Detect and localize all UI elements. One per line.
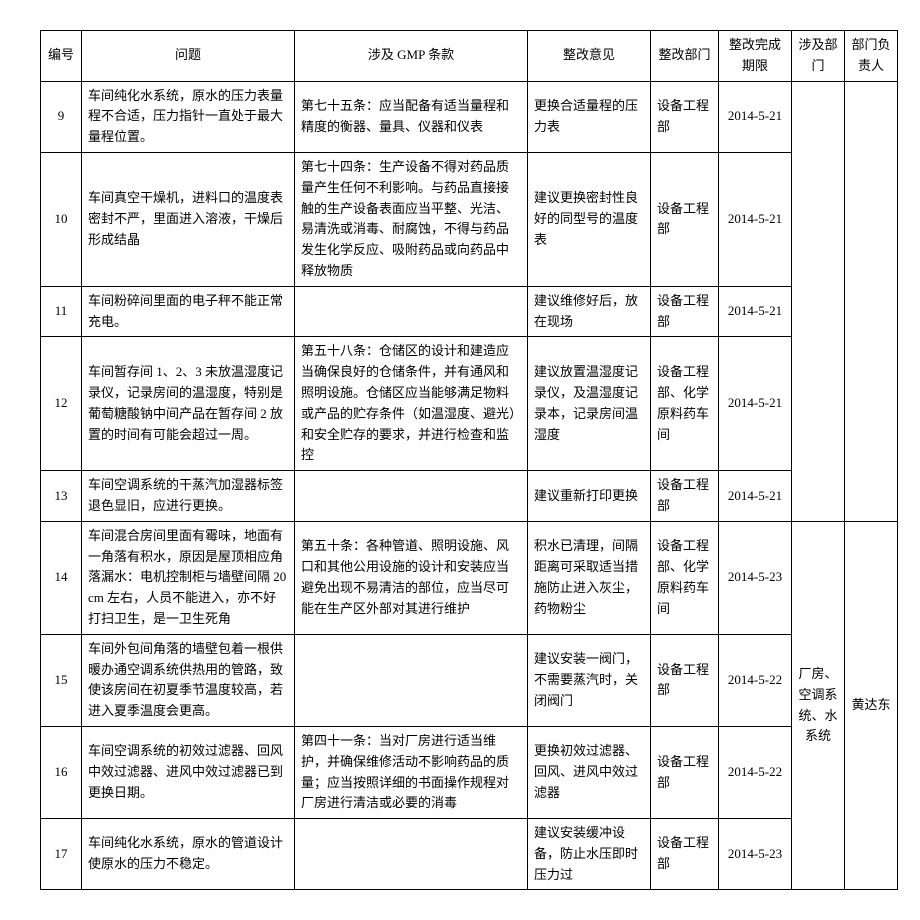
- cell-gmp: [295, 819, 528, 890]
- header-row: 编号 问题 涉及 GMP 条款 整改意见 整改部门 整改完成期限 涉及部门 部门…: [41, 31, 898, 82]
- cell-opinion: 建议安装缓冲设备，防止水压即时压力过: [528, 819, 651, 890]
- cell-dept: 设备工程部、化学原料药车间: [651, 337, 719, 471]
- cell-no: 12: [41, 337, 82, 471]
- cell-deadline: 2014-5-21: [719, 152, 792, 286]
- cell-opinion: 建议维修好后，放在现场: [528, 286, 651, 337]
- cell-dept: 设备工程部: [651, 634, 719, 726]
- cell-opinion: 建议重新打印更换: [528, 471, 651, 522]
- cell-opinion: 建议更换密封性良好的同型号的温度表: [528, 152, 651, 286]
- table-row: 16 车间空调系统的初效过滤器、回风中效过滤器、进风中效过滤器已到更换日期。 第…: [41, 726, 898, 818]
- th-gmp: 涉及 GMP 条款: [295, 31, 528, 82]
- cell-gmp: 第七十四条：生产设备不得对药品质量产生任何不利影响。与药品直接接触的生产设备表面…: [295, 152, 528, 286]
- cell-no: 16: [41, 726, 82, 818]
- cell-no: 11: [41, 286, 82, 337]
- inspection-table: 编号 问题 涉及 GMP 条款 整改意见 整改部门 整改完成期限 涉及部门 部门…: [40, 30, 898, 890]
- cell-no: 14: [41, 521, 82, 634]
- cell-deadline: 2014-5-21: [719, 81, 792, 152]
- cell-deadline: 2014-5-23: [719, 521, 792, 634]
- cell-deadline: 2014-5-22: [719, 726, 792, 818]
- cell-dept: 设备工程部: [651, 286, 719, 337]
- cell-gmp: 第七十五条：应当配备有适当量程和精度的衡器、量具、仪器和仪表: [295, 81, 528, 152]
- cell-dept: 设备工程部: [651, 819, 719, 890]
- table-row: 12 车间暂存间 1、2、3 未放温湿度记录仪，记录房间的温湿度，特别是葡萄糖酸…: [41, 337, 898, 471]
- cell-issue: 车间真空干燥机，进料口的温度表密封不严，里面进入溶液，干燥后形成结晶: [82, 152, 295, 286]
- table-row: 10 车间真空干燥机，进料口的温度表密封不严，里面进入溶液，干燥后形成结晶 第七…: [41, 152, 898, 286]
- cell-issue: 车间暂存间 1、2、3 未放温湿度记录仪，记录房间的温湿度，特别是葡萄糖酸钠中间…: [82, 337, 295, 471]
- cell-gmp: 第四十一条：当对厂房进行适当维护，并确保维修活动不影响药品的质量；应当按照详细的…: [295, 726, 528, 818]
- cell-dept: 设备工程部: [651, 471, 719, 522]
- th-dept: 整改部门: [651, 31, 719, 82]
- cell-opinion: 积水已清理，间隔距离可采取适当措施防止进入灰尘，药物粉尘: [528, 521, 651, 634]
- cell-related-top: [792, 81, 845, 521]
- cell-opinion: 更换合适量程的压力表: [528, 81, 651, 152]
- cell-gmp: [295, 471, 528, 522]
- cell-deadline: 2014-5-23: [719, 819, 792, 890]
- cell-no: 15: [41, 634, 82, 726]
- table-row: 11 车间粉碎间里面的电子秤不能正常充电。 建议维修好后，放在现场 设备工程部 …: [41, 286, 898, 337]
- cell-gmp: 第五十八条：仓储区的设计和建造应当确保良好的仓储条件，并有通风和照明设施。仓储区…: [295, 337, 528, 471]
- table-row: 17 车间纯化水系统，原水的管道设计使原水的压力不稳定。 建议安装缓冲设备，防止…: [41, 819, 898, 890]
- cell-dept: 设备工程部: [651, 726, 719, 818]
- cell-owner: 黄达东: [845, 521, 898, 890]
- cell-deadline: 2014-5-21: [719, 337, 792, 471]
- th-issue: 问题: [82, 31, 295, 82]
- cell-issue: 车间空调系统的干蒸汽加湿器标签退色显旧，应进行更换。: [82, 471, 295, 522]
- cell-opinion: 建议放置温湿度记录仪，及温湿度记录本，记录房间温湿度: [528, 337, 651, 471]
- table-body: 9 车间纯化水系统，原水的压力表量程不合适，压力指针一直处于最大量程位置。 第七…: [41, 81, 898, 890]
- cell-issue: 车间纯化水系统，原水的压力表量程不合适，压力指针一直处于最大量程位置。: [82, 81, 295, 152]
- cell-opinion: 更换初效过滤器、回风、进风中效过滤器: [528, 726, 651, 818]
- cell-dept: 设备工程部: [651, 81, 719, 152]
- cell-issue: 车间外包间角落的墙壁包着一根供暖办通空调系统供热用的管路，致使该房间在初夏季节温…: [82, 634, 295, 726]
- cell-deadline: 2014-5-22: [719, 634, 792, 726]
- cell-no: 13: [41, 471, 82, 522]
- table-row: 15 车间外包间角落的墙壁包着一根供暖办通空调系统供热用的管路，致使该房间在初夏…: [41, 634, 898, 726]
- cell-related: 厂房、空调系统、水系统: [792, 521, 845, 890]
- cell-owner-top: [845, 81, 898, 521]
- cell-issue: 车间纯化水系统，原水的管道设计使原水的压力不稳定。: [82, 819, 295, 890]
- cell-issue: 车间粉碎间里面的电子秤不能正常充电。: [82, 286, 295, 337]
- cell-gmp: [295, 634, 528, 726]
- cell-issue: 车间空调系统的初效过滤器、回风中效过滤器、进风中效过滤器已到更换日期。: [82, 726, 295, 818]
- cell-issue: 车间混合房间里面有霉味，地面有一角落有积水，原因是屋顶相应角落漏水：电机控制柜与…: [82, 521, 295, 634]
- table-row: 13 车间空调系统的干蒸汽加湿器标签退色显旧，应进行更换。 建议重新打印更换 设…: [41, 471, 898, 522]
- cell-no: 9: [41, 81, 82, 152]
- th-deadline: 整改完成期限: [719, 31, 792, 82]
- table-row: 9 车间纯化水系统，原水的压力表量程不合适，压力指针一直处于最大量程位置。 第七…: [41, 81, 898, 152]
- cell-deadline: 2014-5-21: [719, 286, 792, 337]
- th-owner: 部门负责人: [845, 31, 898, 82]
- th-related: 涉及部门: [792, 31, 845, 82]
- table-row: 14 车间混合房间里面有霉味，地面有一角落有积水，原因是屋顶相应角落漏水：电机控…: [41, 521, 898, 634]
- cell-gmp: [295, 286, 528, 337]
- th-no: 编号: [41, 31, 82, 82]
- th-opinion: 整改意见: [528, 31, 651, 82]
- cell-dept: 设备工程部、化学原料药车间: [651, 521, 719, 634]
- cell-no: 17: [41, 819, 82, 890]
- cell-gmp: 第五十条：各种管道、照明设施、风口和其他公用设施的设计和安装应当避免出现不易清洁…: [295, 521, 528, 634]
- cell-no: 10: [41, 152, 82, 286]
- cell-opinion: 建议安装一阀门，不需要蒸汽时，关闭阀门: [528, 634, 651, 726]
- cell-deadline: 2014-5-21: [719, 471, 792, 522]
- cell-dept: 设备工程部: [651, 152, 719, 286]
